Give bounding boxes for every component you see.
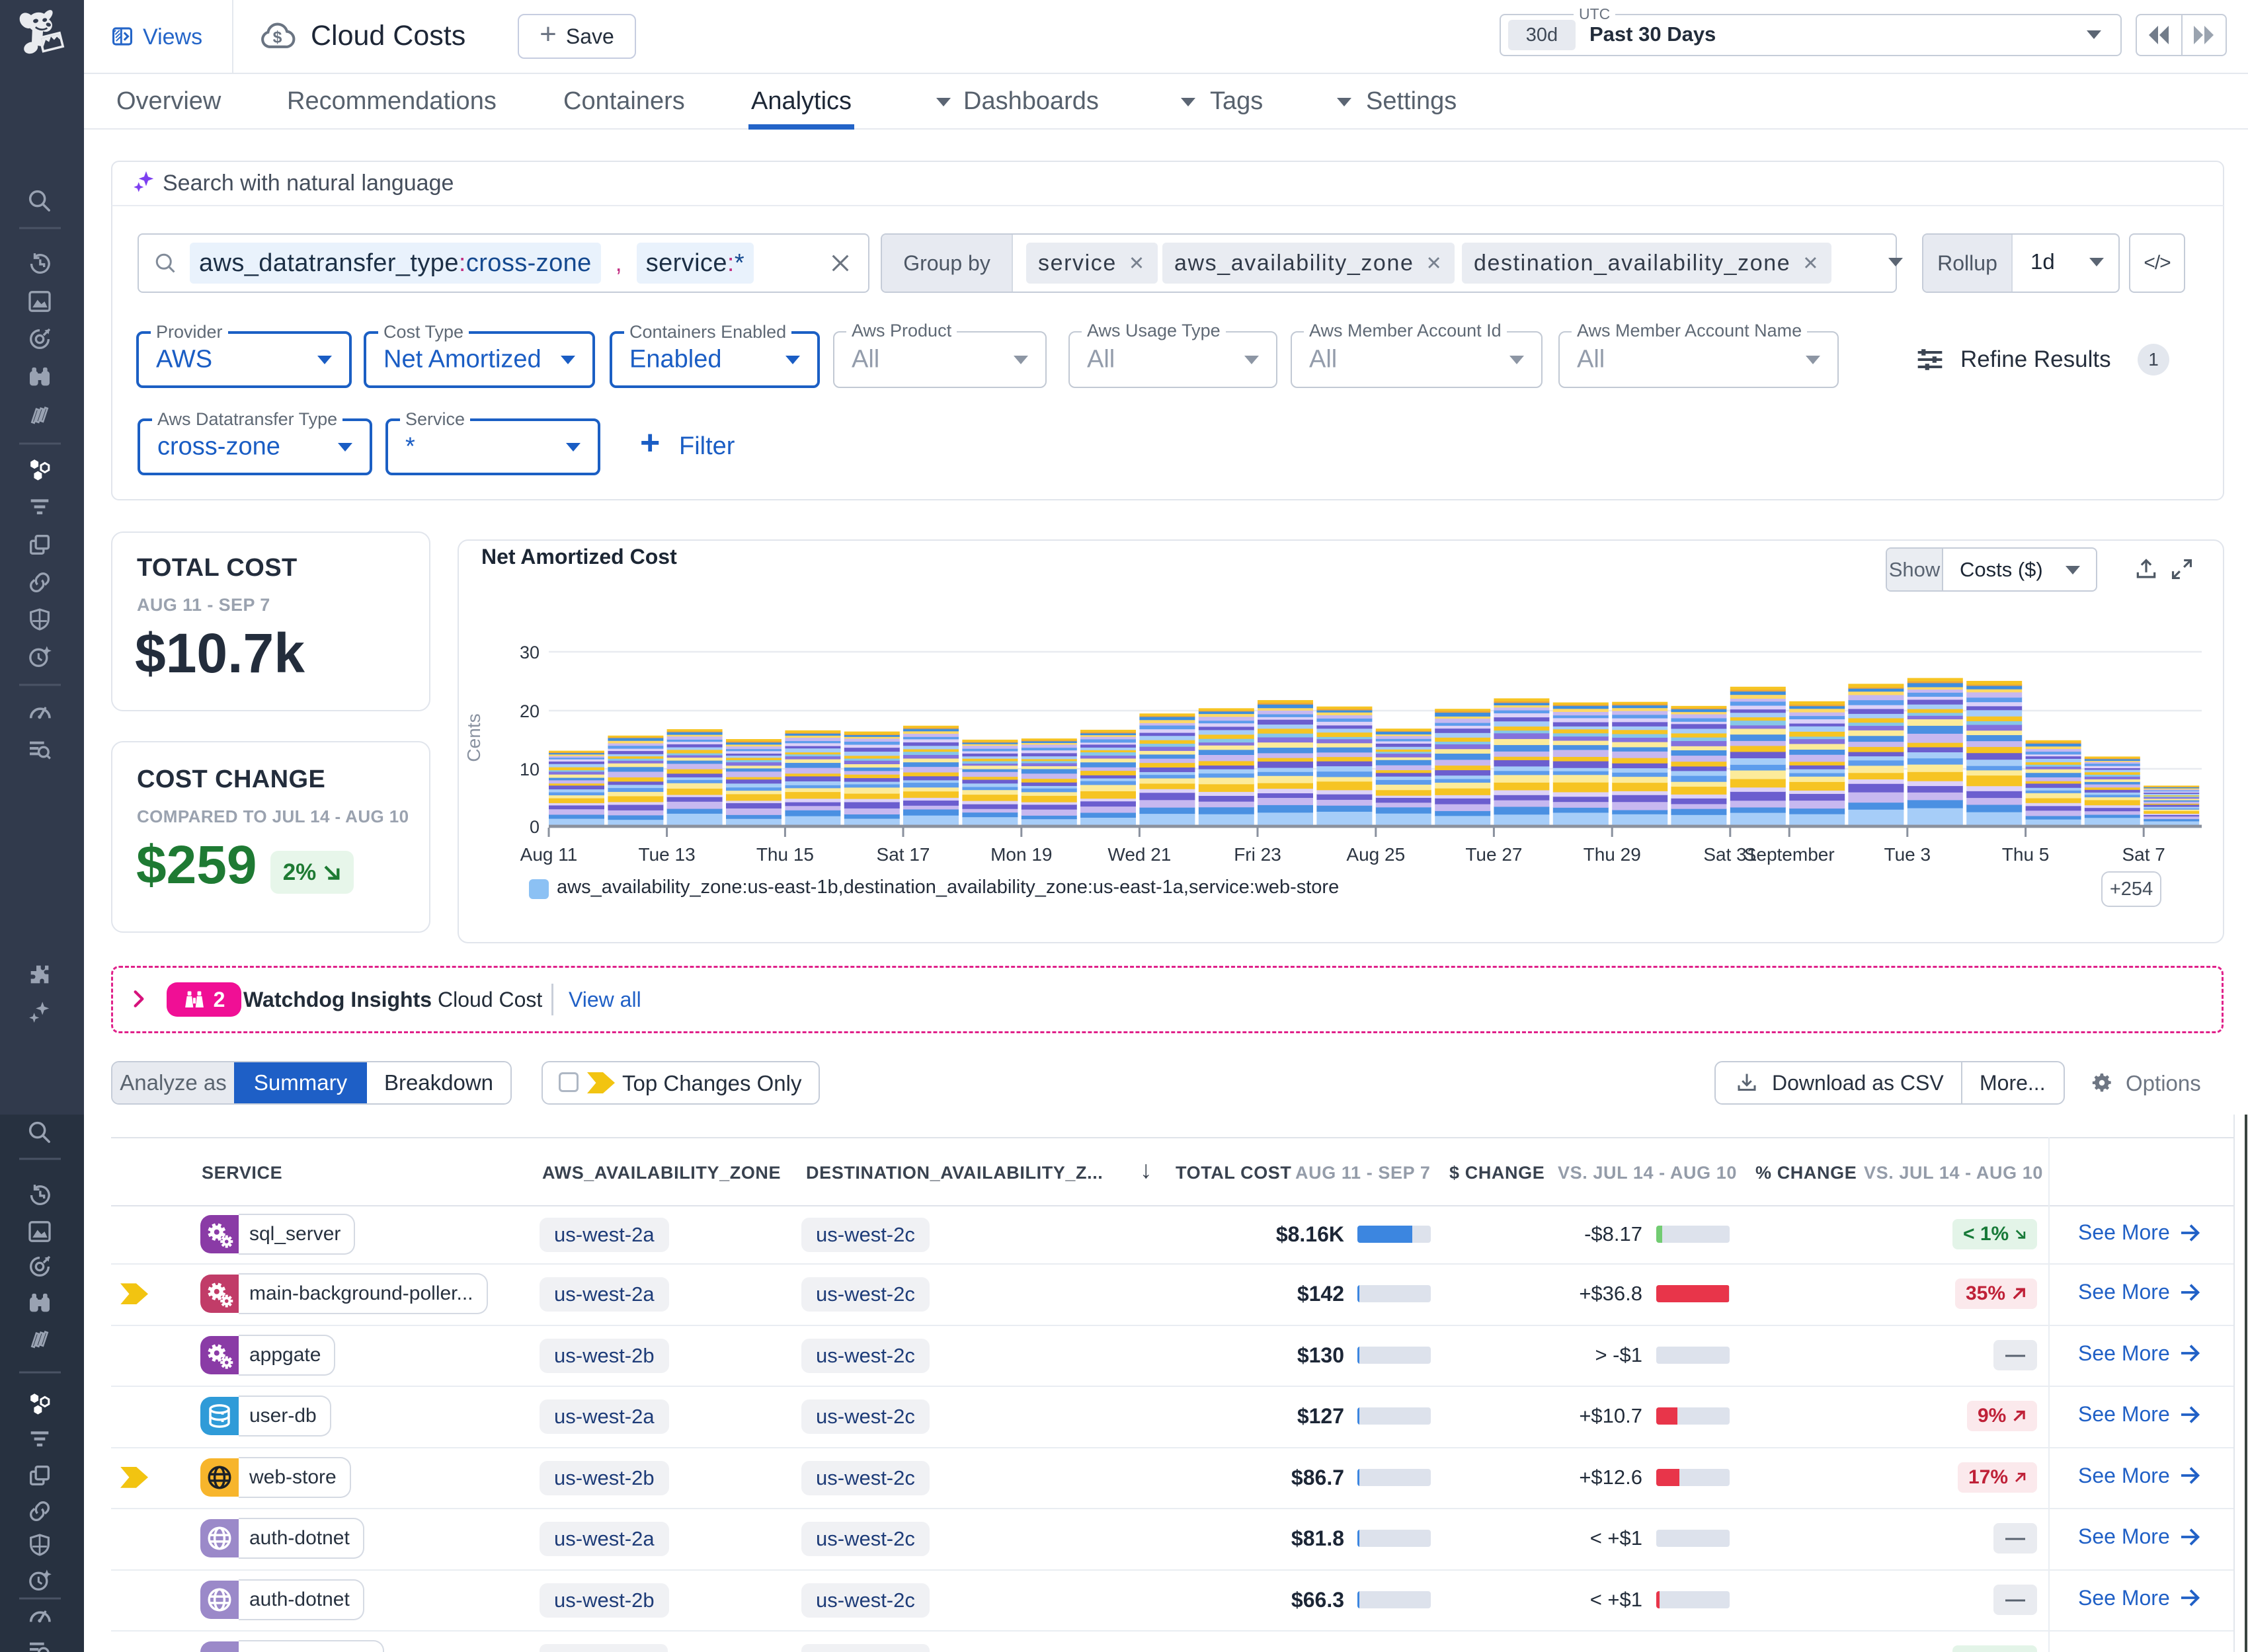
svg-text:Cents: Cents (463, 713, 484, 762)
svg-text:Aug 11: Aug 11 (520, 844, 578, 865)
svg-text:Wed 21: Wed 21 (1107, 844, 1171, 865)
svg-text:0: 0 (530, 817, 540, 837)
svg-text:30: 30 (520, 643, 540, 662)
svg-text:September: September (1744, 844, 1835, 865)
svg-text:Fri 23: Fri 23 (1234, 844, 1281, 865)
svg-text:Aug 25: Aug 25 (1346, 844, 1405, 865)
svg-text:Thu 5: Thu 5 (2002, 844, 2050, 865)
svg-text:Tue 13: Tue 13 (639, 844, 696, 865)
svg-text:Sat 17: Sat 17 (877, 844, 930, 865)
svg-text:Tue 27: Tue 27 (1465, 844, 1522, 865)
svg-text:20: 20 (520, 701, 540, 721)
svg-text:Tue 3: Tue 3 (1884, 844, 1931, 865)
svg-text:Sat 7: Sat 7 (2122, 844, 2165, 865)
svg-text:10: 10 (520, 760, 540, 779)
svg-text:Sat 31: Sat 31 (1703, 844, 1757, 865)
svg-text:Thu 15: Thu 15 (756, 844, 814, 865)
svg-text:Thu 29: Thu 29 (1584, 844, 1641, 865)
svg-text:Mon 19: Mon 19 (990, 844, 1052, 865)
